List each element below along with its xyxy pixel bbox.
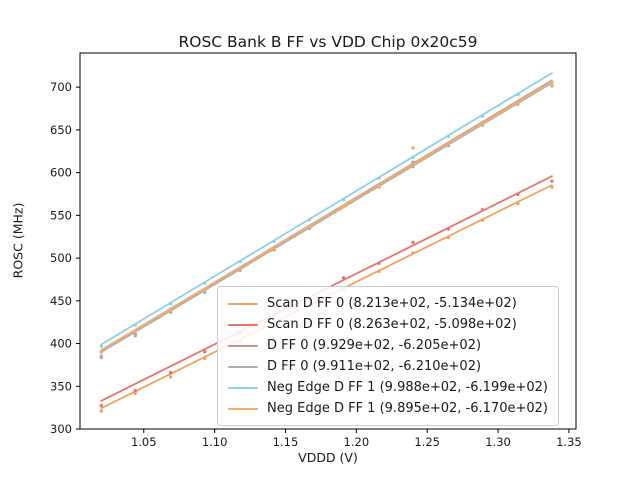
data-point: [99, 344, 103, 348]
y-tick-label: 700: [50, 80, 72, 94]
legend-label: Neg Edge D FF 1 (9.988e+02, -6.199e+02): [267, 380, 548, 395]
data-point: [168, 375, 173, 379]
y-axis-label: ROSC (MHz): [10, 202, 26, 279]
data-point: [133, 334, 137, 338]
legend-line-sample: [228, 323, 258, 326]
legend-label: D FF 0 (9.911e+02, -6.210e+02): [267, 359, 482, 374]
y-tick-label: 500: [50, 251, 72, 265]
fit-line: [100, 81, 553, 354]
legend-label: D FF 0 (9.929e+02, -6.205e+02): [267, 338, 482, 353]
data-point: [133, 388, 137, 393]
legend-line-sample: [228, 365, 258, 368]
legend-line-sample: [228, 302, 258, 305]
x-axis-label: VDDD (V): [298, 450, 358, 465]
legend-entry: Scan D FF 0 (8.213e+02, -5.134e+02): [228, 293, 548, 314]
legend-line-sample: [228, 344, 258, 347]
data-point: [99, 409, 103, 413]
fit-line: [100, 72, 553, 346]
y-tick-label: 550: [50, 208, 72, 222]
y-tick-label: 450: [50, 294, 72, 308]
legend-entry: Neg Edge D FF 1 (9.895e+02, -6.170e+02): [228, 398, 548, 419]
legend-entry: Neg Edge D FF 1 (9.988e+02, -6.199e+02): [228, 377, 548, 398]
y-tick-label: 650: [50, 123, 72, 137]
data-point: [203, 349, 207, 354]
y-tick-label: 600: [50, 166, 72, 180]
x-tick-label: 1.35: [556, 435, 582, 449]
legend-label: Scan D FF 0 (8.263e+02, -5.098e+02): [267, 317, 517, 332]
legend-label: Scan D FF 0 (8.213e+02, -5.134e+02): [267, 296, 517, 311]
fit-line: [100, 80, 553, 352]
data-point: [550, 179, 554, 183]
data-point: [99, 355, 103, 360]
y-tick-label: 300: [50, 422, 72, 436]
legend-entry: D FF 0 (9.929e+02, -6.205e+02): [228, 335, 548, 356]
x-tick-label: 1.10: [202, 435, 228, 449]
x-tick-label: 1.30: [485, 435, 511, 449]
axes-frame: [79, 52, 577, 430]
legend-entry: Scan D FF 0 (8.263e+02, -5.098e+02): [228, 314, 548, 335]
legend-label: Neg Edge D FF 1 (9.895e+02, -6.170e+02): [267, 401, 548, 416]
x-tick-label: 1.25: [414, 435, 440, 449]
data-point: [341, 276, 346, 280]
chart-title: ROSC Bank B FF vs VDD Chip 0x20c59: [178, 33, 478, 51]
data-point: [168, 370, 173, 375]
x-tick-label: 1.05: [131, 435, 157, 449]
legend-entry: D FF 0 (9.911e+02, -6.210e+02): [228, 356, 548, 377]
y-tick-label: 400: [50, 337, 72, 351]
legend-line-sample: [228, 386, 258, 389]
y-tick-label: 350: [50, 379, 72, 393]
data-point: [411, 146, 415, 150]
x-tick-label: 1.15: [273, 435, 299, 449]
data-point: [550, 82, 554, 87]
data-point: [411, 240, 415, 244]
legend-line-sample: [228, 407, 258, 410]
data-point: [99, 350, 103, 354]
data-point: [99, 403, 103, 408]
legend: Scan D FF 0 (8.213e+02, -5.134e+02) Scan …: [217, 286, 559, 426]
x-tick-label: 1.20: [344, 435, 370, 449]
